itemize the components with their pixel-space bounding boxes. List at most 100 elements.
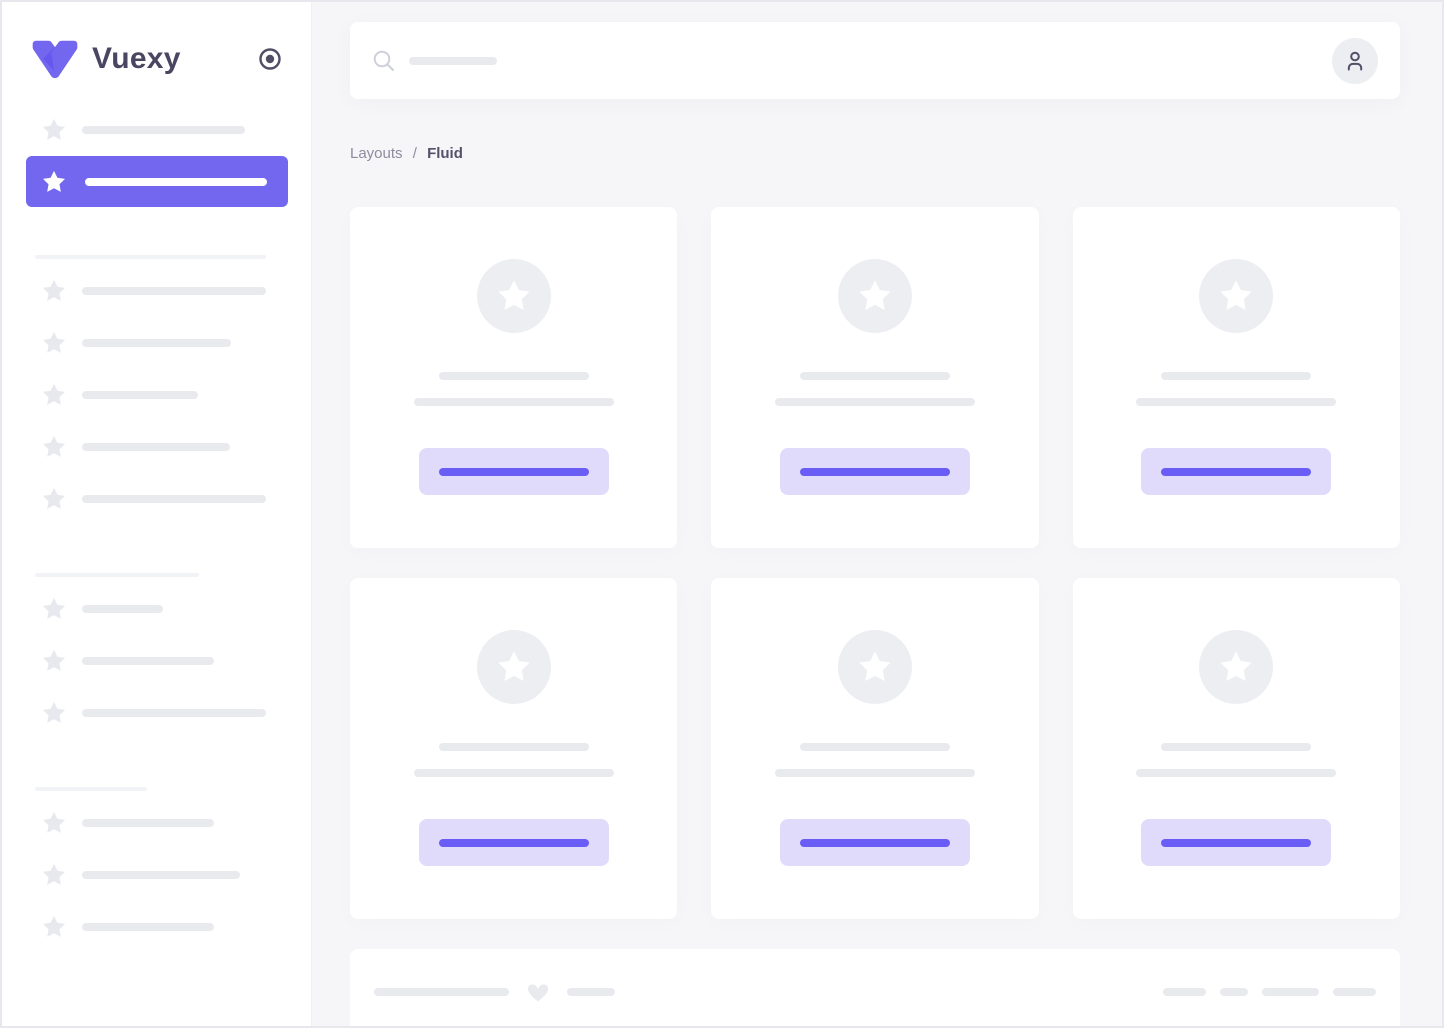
star-icon bbox=[42, 331, 66, 355]
button-label-skeleton bbox=[1161, 467, 1312, 476]
menu-label-skeleton bbox=[82, 605, 163, 613]
sidebar-header: Vuexy bbox=[2, 2, 311, 97]
card-title-skeleton bbox=[1161, 743, 1312, 751]
person-icon bbox=[1347, 51, 1363, 70]
sidebar-menu-item[interactable] bbox=[2, 369, 311, 421]
sidebar-menu-item[interactable] bbox=[2, 687, 311, 739]
card-title-skeleton bbox=[799, 372, 950, 380]
placeholder-card bbox=[1072, 578, 1400, 919]
sidebar-menu-item[interactable] bbox=[2, 421, 311, 473]
user-avatar[interactable] bbox=[1332, 37, 1378, 84]
menu-label-skeleton bbox=[82, 923, 214, 931]
placeholder-card bbox=[711, 578, 1039, 919]
placeholder-card bbox=[350, 578, 678, 919]
app-logo[interactable]: Vuexy bbox=[31, 38, 181, 80]
footer-link-skeleton bbox=[1262, 988, 1319, 996]
breadcrumb-item-current: Fluid bbox=[427, 145, 463, 162]
vuexy-v-logo-icon bbox=[32, 40, 78, 79]
card-star-circle bbox=[1199, 630, 1274, 704]
button-label-skeleton bbox=[438, 838, 589, 847]
sidebar-menu-item-active[interactable] bbox=[26, 156, 288, 207]
star-icon bbox=[42, 701, 66, 725]
footer-left bbox=[374, 980, 615, 1004]
main-content: Layouts / Fluid bbox=[312, 2, 1442, 1026]
card-star-circle bbox=[837, 630, 912, 704]
card-action-button[interactable] bbox=[1141, 448, 1332, 495]
sidebar-menu-item[interactable] bbox=[2, 104, 311, 156]
star-icon bbox=[42, 487, 66, 511]
button-label-skeleton bbox=[438, 467, 589, 476]
sidebar-menu-item[interactable] bbox=[2, 473, 311, 525]
app-title: Vuexy bbox=[92, 42, 181, 75]
placeholder-card bbox=[350, 207, 678, 548]
footer-link-skeleton bbox=[1333, 988, 1376, 996]
button-label-skeleton bbox=[1161, 838, 1312, 847]
heart-icon bbox=[525, 980, 551, 1004]
sidebar-menu-item[interactable] bbox=[2, 901, 311, 953]
footer-text-skeleton bbox=[374, 988, 509, 996]
cards-grid bbox=[350, 207, 1400, 919]
card-star-circle bbox=[1199, 259, 1274, 333]
card-subtitle-skeleton bbox=[1136, 398, 1337, 406]
card-subtitle-skeleton bbox=[413, 398, 614, 406]
card-star-circle bbox=[476, 630, 551, 704]
menu-section-divider bbox=[35, 787, 147, 791]
sidebar-menu-item[interactable] bbox=[2, 265, 311, 317]
menu-label-skeleton bbox=[82, 819, 214, 827]
radio-dot-icon[interactable] bbox=[257, 46, 283, 72]
menu-label-skeleton bbox=[82, 495, 266, 503]
menu-label-skeleton bbox=[82, 657, 214, 665]
menu-label-skeleton bbox=[82, 443, 230, 451]
card-star-circle bbox=[476, 259, 551, 333]
menu-label-skeleton bbox=[85, 177, 267, 186]
star-icon bbox=[42, 915, 66, 939]
search-bar[interactable] bbox=[372, 49, 1332, 72]
menu-section-divider bbox=[35, 255, 266, 259]
card-subtitle-skeleton bbox=[413, 769, 614, 777]
top-navbar bbox=[350, 22, 1400, 99]
star-icon bbox=[42, 811, 66, 835]
menu-label-skeleton bbox=[82, 391, 198, 399]
card-action-button[interactable] bbox=[418, 819, 609, 866]
footer bbox=[350, 949, 1400, 1026]
star-icon bbox=[42, 863, 66, 887]
sidebar-menu-item[interactable] bbox=[2, 797, 311, 849]
card-title-skeleton bbox=[438, 372, 589, 380]
card-subtitle-skeleton bbox=[774, 398, 975, 406]
breadcrumb-item-layouts[interactable]: Layouts bbox=[350, 145, 403, 162]
card-subtitle-skeleton bbox=[1136, 769, 1337, 777]
star-icon bbox=[42, 170, 66, 194]
card-title-skeleton bbox=[1161, 372, 1312, 380]
footer-text-skeleton bbox=[567, 988, 615, 996]
footer-right bbox=[1163, 988, 1376, 996]
menu-label-skeleton bbox=[82, 339, 231, 347]
search-placeholder-skeleton bbox=[409, 56, 497, 65]
footer-link-skeleton bbox=[1220, 988, 1248, 996]
sidebar-menu-item[interactable] bbox=[2, 849, 311, 901]
sidebar-menu-item[interactable] bbox=[2, 583, 311, 635]
sidebar: Vuexy bbox=[2, 2, 312, 1026]
sidebar-menu bbox=[2, 104, 311, 953]
card-subtitle-skeleton bbox=[774, 769, 975, 777]
star-icon bbox=[42, 649, 66, 673]
search-icon bbox=[372, 49, 395, 72]
star-icon bbox=[42, 279, 66, 303]
menu-section-divider bbox=[35, 573, 199, 577]
menu-label-skeleton bbox=[82, 287, 266, 295]
sidebar-menu-item[interactable] bbox=[2, 317, 311, 369]
card-action-button[interactable] bbox=[1141, 819, 1332, 866]
menu-label-skeleton bbox=[82, 126, 245, 134]
button-label-skeleton bbox=[799, 467, 950, 476]
star-icon bbox=[42, 597, 66, 621]
star-icon bbox=[42, 118, 66, 142]
card-action-button[interactable] bbox=[779, 819, 970, 866]
sidebar-menu-item[interactable] bbox=[2, 635, 311, 687]
menu-label-skeleton bbox=[82, 709, 266, 717]
footer-link-skeleton bbox=[1163, 988, 1206, 996]
card-action-button[interactable] bbox=[418, 448, 609, 495]
star-icon bbox=[42, 435, 66, 459]
card-action-button[interactable] bbox=[779, 448, 970, 495]
card-title-skeleton bbox=[799, 743, 950, 751]
placeholder-card bbox=[1072, 207, 1400, 548]
